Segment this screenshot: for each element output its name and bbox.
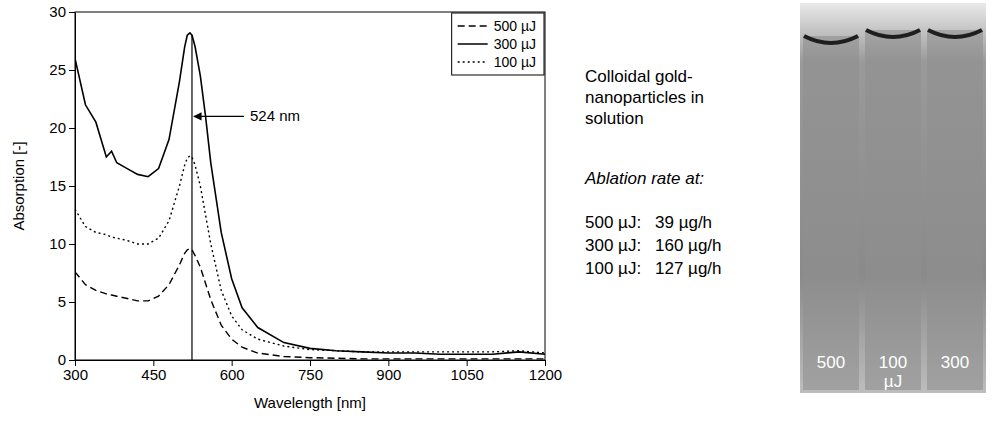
x-tick-label: 600 [220, 366, 245, 383]
meniscus [866, 30, 920, 37]
rate-value: 39 µg/h [655, 213, 712, 232]
x-tick-label: 1200 [529, 366, 562, 383]
y-tick-label: 25 [49, 61, 66, 78]
y-tick-mark [69, 12, 75, 13]
figure: 300 450 600 750 900 1050 1200 0 5 10 15 20 25 30 Wavel… [0, 0, 993, 421]
series-line [75, 33, 545, 354]
y-tick: 5 [58, 293, 75, 310]
y-tick-mark [69, 360, 75, 361]
x-tick: 450 [141, 360, 166, 383]
annotation-arrow [194, 116, 244, 117]
rate-value: 127 µg/h [655, 259, 722, 278]
legend-label: 500 µJ [494, 18, 536, 34]
series-line [75, 156, 545, 353]
photo-background [800, 3, 986, 393]
y-tick: 0 [58, 351, 75, 368]
y-tick-mark [69, 186, 75, 187]
vial-label: 100 [879, 353, 907, 372]
x-tick: 750 [298, 360, 323, 383]
rate-energy: 300 µJ: [585, 236, 641, 255]
plot-marks [75, 33, 545, 360]
legend-swatch [458, 61, 488, 63]
annotation-text: 524 nm [250, 107, 300, 124]
vial [927, 30, 983, 390]
panel-title: solution [585, 109, 644, 128]
panel-title: Colloidal gold- [585, 67, 693, 86]
x-tick-label: 1050 [450, 366, 483, 383]
y-tick-mark [69, 70, 75, 71]
x-tick-label: 300 [63, 366, 88, 383]
y-tick: 15 [49, 177, 75, 194]
series-line [75, 249, 545, 359]
vial-label: 500 [817, 353, 845, 372]
x-tick: 1050 [450, 360, 483, 383]
x-tick: 1200 [529, 360, 562, 383]
vial-label: 300 [941, 353, 969, 372]
y-tick: 10 [49, 235, 75, 252]
y-tick-label: 30 [49, 3, 66, 20]
vial [803, 36, 859, 390]
rate-energy: 500 µJ: [585, 213, 641, 232]
x-tick: 300 [63, 360, 88, 383]
rate-value: 160 µg/h [655, 236, 722, 255]
legend-item: 100 µJ [458, 54, 536, 70]
x-axis-title: Wavelength [nm] [254, 394, 366, 411]
y-tick-label: 10 [49, 235, 66, 252]
photo: 500 100µJ 300 [800, 3, 986, 393]
x-tick: 600 [220, 360, 245, 383]
legend-swatch [458, 25, 488, 27]
y-tick-mark [69, 244, 75, 245]
y-tick-mark [69, 302, 75, 303]
legend-item: 500 µJ [458, 18, 536, 34]
legend-label: 100 µJ [494, 54, 536, 70]
y-tick-label: 20 [49, 119, 66, 136]
meniscus [804, 36, 858, 43]
y-tick-label: 15 [49, 177, 66, 194]
peak-line [191, 35, 192, 360]
x-tick-label: 750 [298, 366, 323, 383]
y-tick-label: 0 [58, 351, 66, 368]
y-axis-title: Absorption [-] [10, 141, 27, 230]
panel-subtitle: Ablation rate at: [584, 169, 704, 188]
y-tick: 30 [49, 3, 75, 20]
x-tick-label: 450 [141, 366, 166, 383]
y-tick-mark [69, 128, 75, 129]
meniscus [928, 30, 982, 37]
legend-swatch [458, 43, 488, 45]
y-tick-label: 5 [58, 293, 66, 310]
y-axis: 0 5 10 15 20 25 30 [49, 3, 75, 368]
rate-energy: 100 µJ: [585, 259, 641, 278]
vial-label: µJ [884, 372, 902, 391]
legend-item: 300 µJ [458, 36, 536, 52]
plot-frame [75, 12, 545, 360]
vial [865, 30, 921, 390]
legend-label: 300 µJ [494, 36, 536, 52]
y-tick: 20 [49, 119, 75, 136]
x-tick-label: 900 [376, 366, 401, 383]
x-tick: 900 [376, 360, 401, 383]
panel-title: nanoparticles in [585, 88, 704, 107]
legend: 500 µJ 300 µJ 100 µJ [452, 13, 544, 75]
legend-box [452, 13, 544, 75]
y-tick: 25 [49, 61, 75, 78]
x-axis: 300 450 600 750 900 1050 1200 [63, 360, 562, 383]
